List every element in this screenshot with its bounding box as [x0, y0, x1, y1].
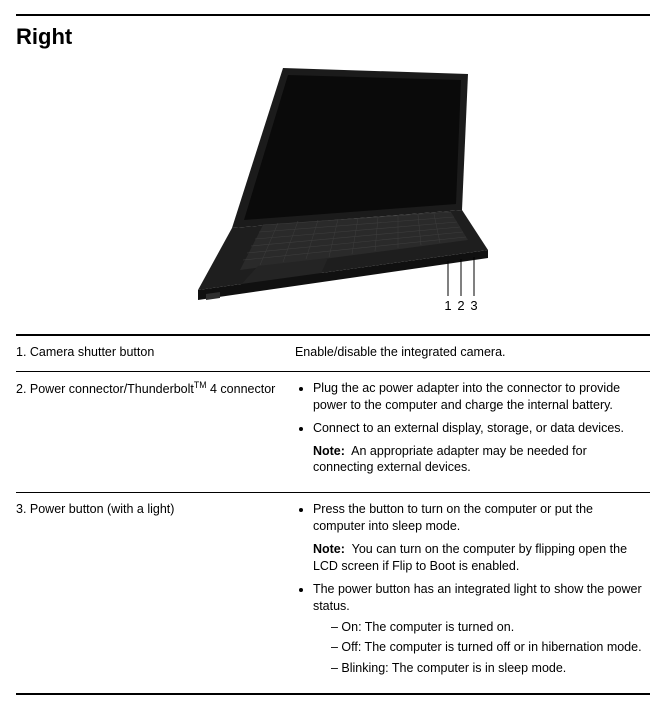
- top-rule: [16, 14, 650, 16]
- row-description: Plug the ac power adapter into the conne…: [295, 371, 650, 492]
- row-label: 1. Camera shutter button: [16, 335, 295, 371]
- row-description: Enable/disable the integrated camera.: [295, 335, 650, 371]
- spec-table: 1. Camera shutter buttonEnable/disable t…: [16, 334, 650, 695]
- laptop-illustration: 1 2 3: [168, 60, 498, 320]
- callout-3: 3: [470, 298, 477, 313]
- callout-1: 1: [444, 298, 451, 313]
- table-row: 3. Power button (with a light)Press the …: [16, 493, 650, 694]
- table-row: 1. Camera shutter buttonEnable/disable t…: [16, 335, 650, 371]
- table-row: 2. Power connector/ThunderboltTM 4 conne…: [16, 371, 650, 492]
- row-label: 3. Power button (with a light): [16, 493, 295, 694]
- section-heading: Right: [16, 24, 650, 50]
- row-description: Press the button to turn on the computer…: [295, 493, 650, 694]
- spec-tbody: 1. Camera shutter buttonEnable/disable t…: [16, 335, 650, 694]
- row-label: 2. Power connector/ThunderboltTM 4 conne…: [16, 371, 295, 492]
- callout-2: 2: [457, 298, 464, 313]
- illustration-container: 1 2 3: [16, 60, 650, 320]
